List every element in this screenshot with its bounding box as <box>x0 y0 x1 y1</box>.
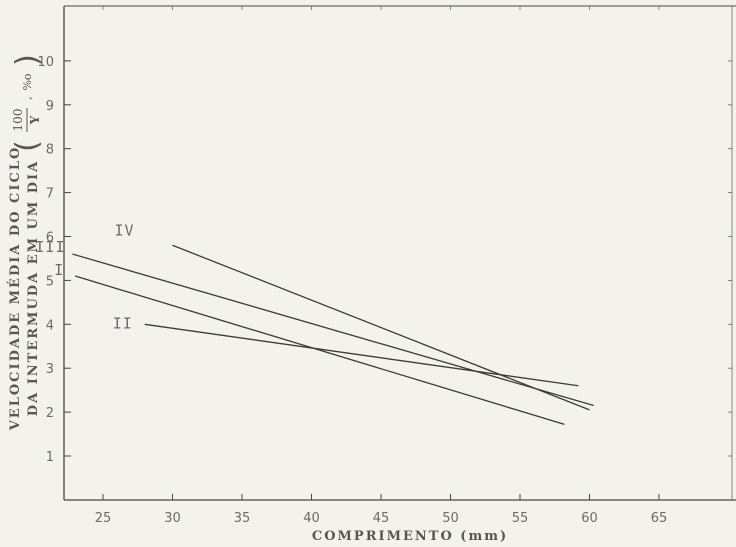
series-i: I <box>54 261 564 424</box>
y-tick-label: 1 <box>46 450 54 465</box>
y-tick-label: 2 <box>46 406 54 421</box>
x-tick-label: 25 <box>95 511 112 526</box>
unit-suffix: %o <box>21 73 34 90</box>
series-ii: II <box>113 314 579 385</box>
series-iv: IV <box>115 221 590 410</box>
y-tick-label: 9 <box>46 99 54 114</box>
series-line-ii <box>145 324 579 385</box>
unit-paren-close: ) <box>10 54 45 66</box>
x-axis: 25 30 35 40 45 50 55 60 65 <box>95 6 668 526</box>
x-tick-label: 50 <box>442 511 459 526</box>
series-label-i: I <box>54 261 64 279</box>
unit-denominator: Y <box>28 115 42 125</box>
unit-paren-open: ( <box>10 140 45 152</box>
series-line-iii <box>72 254 593 405</box>
y-tick-label: 7 <box>46 187 54 202</box>
unit-comma: , <box>21 96 34 100</box>
x-tick-label: 35 <box>234 511 251 526</box>
x-axis-label: COMPRIMENTO (mm) <box>312 529 508 544</box>
unit-numerator: 100 <box>11 109 25 132</box>
series-line-i <box>75 276 564 424</box>
series-line-iv <box>173 245 590 410</box>
y-tick-label: 3 <box>46 362 54 377</box>
x-tick-label: 45 <box>373 511 390 526</box>
x-tick-label: 30 <box>164 511 181 526</box>
y-tick-label: 8 <box>46 143 54 158</box>
y-tick-label: 5 <box>46 274 54 289</box>
y-axis-label-line1: VELOCIDADE MÉDIA DO CICLO <box>7 146 23 432</box>
x-tick-label: 55 <box>512 511 529 526</box>
plot-frame <box>64 6 736 500</box>
y-axis-label-line2: DA INTERMUDA EM UM DIA <box>26 160 41 416</box>
x-tick-label: 60 <box>581 511 598 526</box>
series-label-iv: IV <box>115 221 135 239</box>
x-tick-label: 40 <box>303 511 320 526</box>
y-axis-label: VELOCIDADE MÉDIA DO CICLO DA INTERMUDA E… <box>7 146 41 432</box>
y-tick-label: 4 <box>46 318 54 333</box>
series-label-ii: II <box>113 314 133 332</box>
x-tick-label: 65 <box>651 511 668 526</box>
